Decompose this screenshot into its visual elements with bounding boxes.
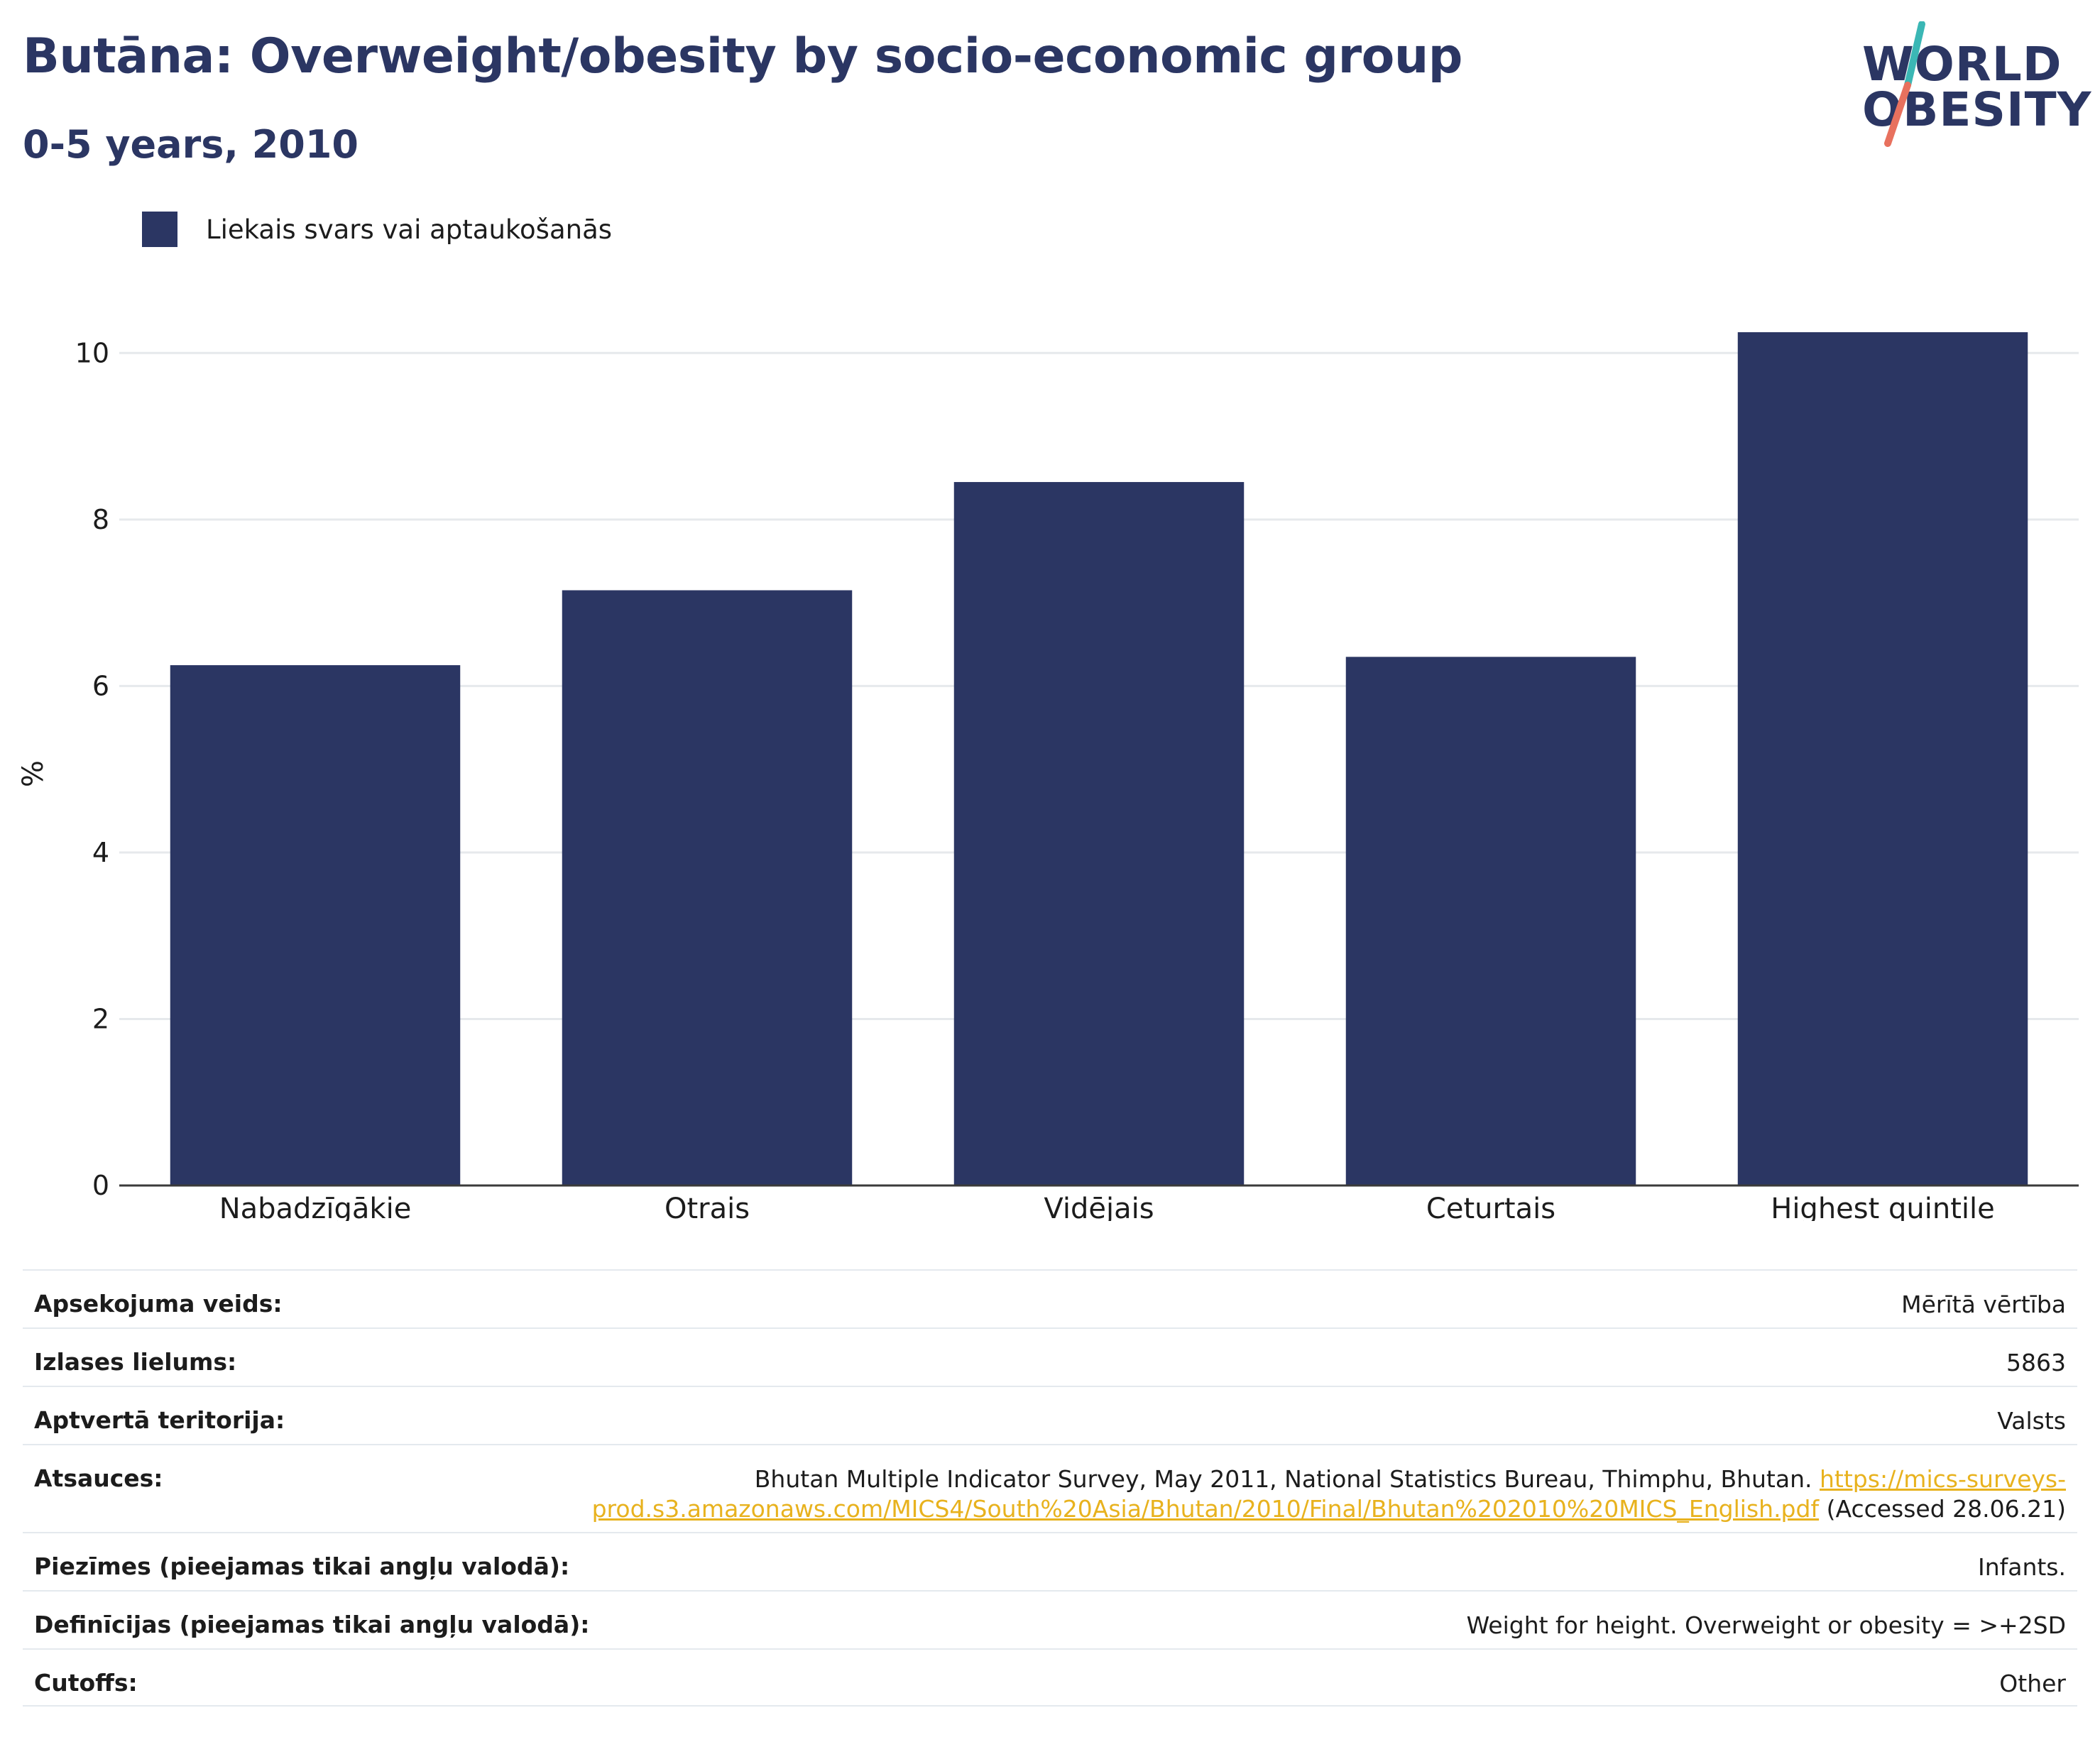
y-tick-label: 0 — [92, 1170, 109, 1201]
sources-line-2: prod.s3.amazonaws.com/MICS4/South%20Asia… — [592, 1494, 2066, 1524]
x-tick-label: Otrais — [665, 1193, 750, 1221]
y-tick-label: 4 — [92, 837, 109, 868]
sources-link-part1[interactable]: https://mics-surveys- — [1820, 1465, 2066, 1493]
y-axis-title: % — [17, 760, 50, 787]
logo-word-world: WORLD — [1862, 37, 2062, 92]
meta-value-sources: Bhutan Multiple Indicator Survey, May 20… — [592, 1445, 2066, 1524]
meta-row-sources: Atsauces: Bhutan Multiple Indicator Surv… — [23, 1444, 2077, 1532]
meta-label: Definīcijas (pieejamas tikai angļu valod… — [34, 1611, 590, 1638]
meta-value: 5863 — [2006, 1349, 2066, 1376]
meta-label: Aptvertā teritorija: — [34, 1406, 285, 1434]
world-obesity-logo: WORLD OBESITY — [1856, 21, 2091, 149]
meta-value: Infants. — [1977, 1553, 2066, 1581]
x-tick-label: Highest quintile — [1771, 1193, 1995, 1221]
meta-label: Izlases lielums: — [34, 1348, 237, 1376]
chart-title: Butāna: Overweight/obesity by socio-econ… — [23, 28, 1462, 84]
meta-row-sample-size: Izlases lielums: 5863 — [23, 1327, 2077, 1386]
meta-row-survey-type: Apsekojuma veids: Mērītā vērtība — [23, 1269, 2077, 1327]
sources-link-part2[interactable]: prod.s3.amazonaws.com/MICS4/South%20Asia… — [591, 1495, 1820, 1523]
meta-row-definitions: Definīcijas (pieejamas tikai angļu valod… — [23, 1590, 2077, 1648]
bar[interactable] — [1737, 332, 2028, 1185]
bar-chart: 0 2 4 6 8 10 Nabadzīgākie Otrais Vidējais Ceturta… — [17, 332, 2079, 1221]
bar[interactable] — [1345, 657, 1636, 1185]
x-tick-label: Ceturtais — [1426, 1193, 1555, 1221]
meta-value: Valsts — [1997, 1407, 2066, 1435]
sources-accessed: (Accessed 28.06.21) — [1826, 1495, 2066, 1523]
y-tick-label: 6 — [92, 670, 109, 701]
bar[interactable] — [953, 482, 1245, 1185]
meta-label: Apsekojuma veids: — [34, 1290, 283, 1318]
legend-label: Liekais svars vai aptaukošanās — [206, 214, 613, 245]
bar[interactable] — [170, 665, 461, 1185]
chart-legend[interactable]: Liekais svars vai aptaukošanās — [142, 212, 612, 247]
chart-subtitle: 0-5 years, 2010 — [23, 122, 359, 167]
meta-value: Other — [1999, 1670, 2066, 1697]
bar[interactable] — [562, 590, 853, 1186]
y-tick-label: 10 — [75, 337, 109, 368]
x-tick-label: Nabadzīgākie — [219, 1193, 412, 1221]
meta-value: Mērītā vērtība — [1901, 1291, 2066, 1318]
metadata-table: Apsekojuma veids: Mērītā vērtība Izlases… — [23, 1269, 2077, 1707]
sources-line-1: Bhutan Multiple Indicator Survey, May 20… — [592, 1464, 2066, 1494]
y-tick-label: 2 — [92, 1003, 109, 1034]
meta-row-notes: Piezīmes (pieejamas tikai angļu valodā):… — [23, 1532, 2077, 1590]
bars — [170, 332, 2028, 1185]
meta-row-coverage: Aptvertā teritorija: Valsts — [23, 1386, 2077, 1444]
meta-label: Piezīmes (pieejamas tikai angļu valodā): — [34, 1552, 570, 1580]
meta-label: Atsauces: — [34, 1464, 163, 1492]
x-tick-label: Vidējais — [1044, 1193, 1154, 1221]
meta-label: Cutoffs: — [34, 1669, 138, 1697]
meta-row-cutoffs: Cutoffs: Other — [23, 1648, 2077, 1707]
logo-slash-icon — [1884, 21, 1925, 147]
legend-swatch — [142, 212, 177, 247]
meta-value: Weight for height. Overweight or obesity… — [1466, 1611, 2066, 1639]
y-tick-label: 8 — [92, 504, 109, 535]
axes: 0 2 4 6 8 10 Nabadzīgākie Otrais Vidējais Ceturta… — [17, 337, 2079, 1221]
sources-text: Bhutan Multiple Indicator Survey, May 20… — [754, 1465, 1812, 1493]
